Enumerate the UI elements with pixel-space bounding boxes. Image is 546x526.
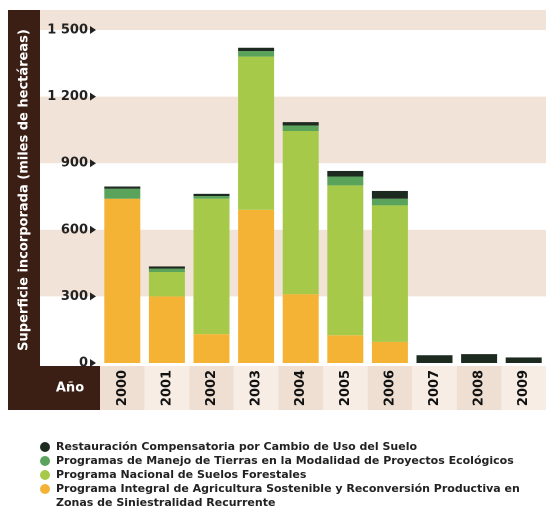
bar-segment bbox=[193, 193, 230, 197]
bar-segment bbox=[148, 296, 185, 363]
y-axis-label: Superficie incorporada (miles de hectáre… bbox=[17, 29, 32, 351]
bar-segment bbox=[193, 196, 230, 199]
bar-segment bbox=[104, 198, 141, 363]
bar-segment bbox=[371, 190, 408, 199]
legend-swatch bbox=[40, 442, 50, 452]
bar-segment bbox=[282, 294, 319, 363]
tick-mark bbox=[90, 159, 96, 168]
x-strip bbox=[144, 366, 190, 410]
bar-segment bbox=[327, 176, 364, 186]
bar-segment bbox=[238, 47, 275, 52]
bar-segment bbox=[282, 122, 319, 126]
x-tick-label: 2005 bbox=[338, 370, 353, 406]
bar-segment bbox=[238, 51, 275, 57]
bar-segment bbox=[416, 355, 453, 363]
y-tick-label: 600 bbox=[61, 222, 88, 237]
bar-segment bbox=[238, 209, 275, 363]
tick-mark bbox=[90, 359, 96, 367]
x-axis-label: Año bbox=[56, 381, 84, 396]
bar-segment bbox=[371, 205, 408, 342]
bar-segment bbox=[282, 131, 319, 295]
x-strip bbox=[100, 366, 145, 410]
bar-segment bbox=[327, 185, 364, 336]
x-tick-label: 2001 bbox=[159, 370, 174, 406]
x-strip bbox=[456, 366, 502, 410]
legend-item: Restauración Compensatoria por Cambio de… bbox=[40, 440, 540, 454]
x-tick-label: 2004 bbox=[293, 370, 308, 406]
x-strip bbox=[367, 366, 413, 410]
bar-segment bbox=[104, 186, 141, 189]
legend-swatch bbox=[40, 456, 50, 466]
x-tick-label: 2003 bbox=[249, 370, 264, 406]
x-strip bbox=[501, 366, 546, 410]
legend-swatch bbox=[40, 484, 50, 494]
legend-item: Programa Nacional de Suelos Forestales bbox=[40, 468, 540, 482]
y-tick-label: 300 bbox=[61, 289, 88, 304]
x-label-band bbox=[40, 366, 100, 410]
bar-segment bbox=[193, 334, 230, 363]
x-strip bbox=[233, 366, 279, 410]
legend-label: Restauración Compensatoria por Cambio de… bbox=[56, 440, 418, 453]
bar-segment bbox=[327, 170, 364, 177]
y-label-band bbox=[8, 10, 40, 410]
y-tick-label: 0 bbox=[79, 356, 88, 371]
x-tick-label: 2000 bbox=[115, 370, 130, 406]
x-tick-label: 2008 bbox=[472, 370, 487, 406]
bar-segment bbox=[193, 198, 230, 335]
legend-label: Programa Nacional de Suelos Forestales bbox=[56, 468, 307, 481]
y-tick-label: 900 bbox=[61, 156, 88, 171]
legend-swatch bbox=[40, 470, 50, 480]
tick-mark bbox=[90, 225, 96, 234]
bar-segment bbox=[371, 198, 408, 206]
tick-mark bbox=[90, 292, 96, 301]
background-band bbox=[40, 10, 546, 30]
chart: Superficie incorporada (miles de hectáre… bbox=[8, 10, 546, 410]
x-strip bbox=[323, 366, 368, 410]
tick-mark bbox=[90, 26, 96, 34]
legend-label: Programa Integral de Agricultura Sosteni… bbox=[56, 482, 520, 509]
x-strip bbox=[189, 366, 234, 410]
legend-label: Programas de Manejo de Tierras en la Mod… bbox=[56, 454, 514, 467]
x-tick-label: 2009 bbox=[516, 370, 531, 406]
x-tick-label: 2006 bbox=[382, 370, 397, 406]
bar-segment bbox=[238, 56, 275, 210]
bar-segment bbox=[148, 271, 185, 297]
bar-segment bbox=[282, 125, 319, 132]
legend: Restauración Compensatoria por Cambio de… bbox=[40, 440, 540, 510]
bar-segment bbox=[148, 266, 185, 269]
bar-segment bbox=[327, 335, 364, 363]
bar-segment bbox=[148, 268, 185, 272]
bar-segment bbox=[104, 188, 141, 199]
tick-mark bbox=[90, 92, 96, 101]
x-strip bbox=[278, 366, 323, 410]
legend-item: Programas de Manejo de Tierras en la Mod… bbox=[40, 454, 540, 468]
legend-item: Programa Integral de Agricultura Sosteni… bbox=[40, 482, 540, 510]
x-strip bbox=[412, 366, 457, 410]
y-tick-label: 1 200 bbox=[47, 89, 88, 104]
y-tick-label: 1 500 bbox=[47, 23, 88, 38]
bar-segment bbox=[371, 341, 408, 363]
x-tick-label: 2002 bbox=[204, 370, 219, 406]
bar-segment bbox=[505, 357, 542, 363]
x-tick-label: 2007 bbox=[427, 370, 442, 406]
bar-segment bbox=[461, 354, 498, 363]
